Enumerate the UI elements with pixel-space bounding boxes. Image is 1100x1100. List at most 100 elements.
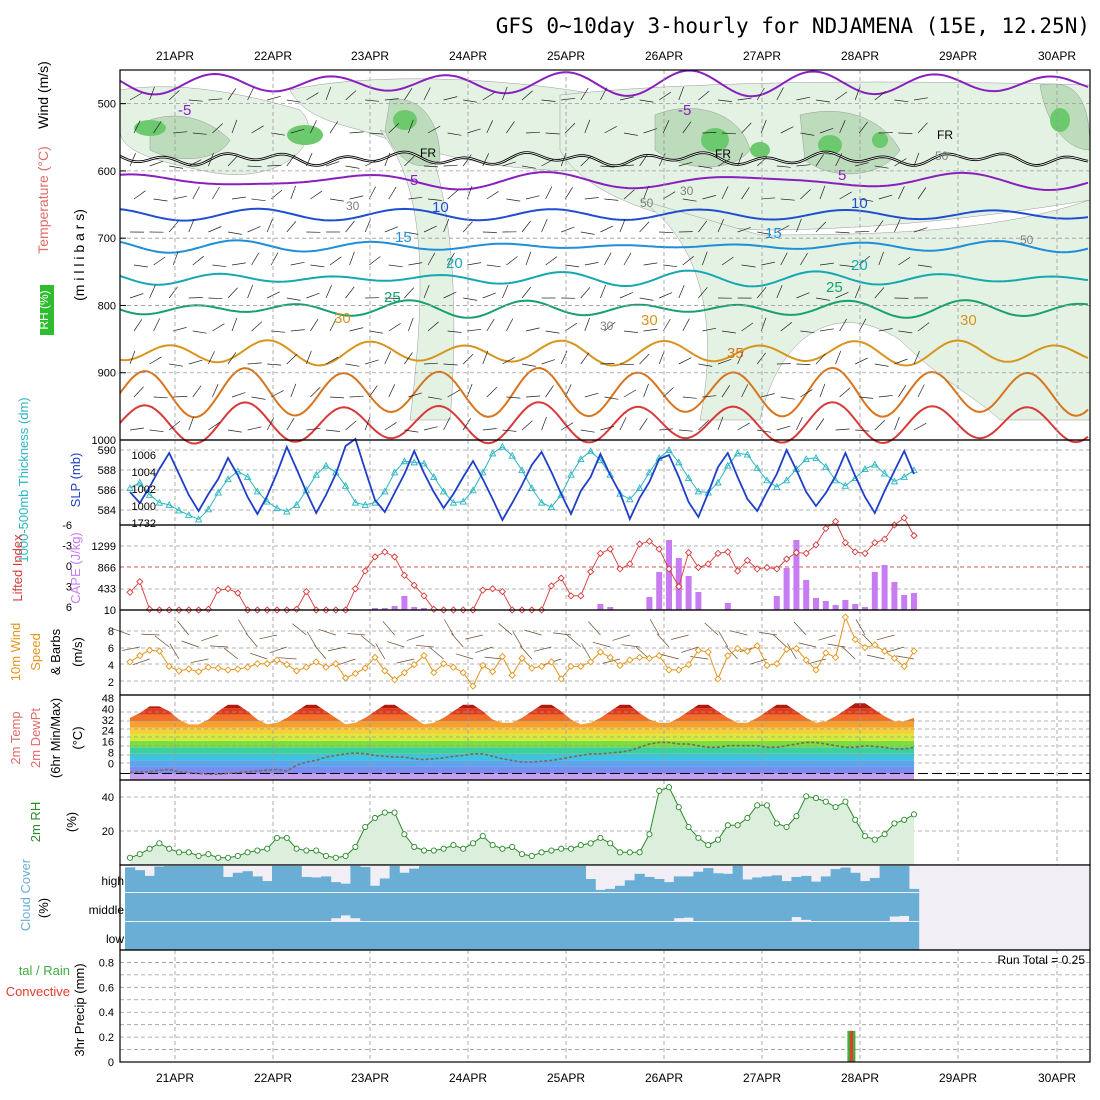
- wind-barb: [133, 386, 144, 398]
- wind-barb: [854, 284, 861, 299]
- wind-barb: [545, 330, 560, 334]
- wind-barb: [819, 185, 826, 200]
- cape-bar: [822, 601, 829, 610]
- wind-barb: [188, 416, 194, 431]
- wind-barb: [192, 385, 202, 398]
- wind-barb: [662, 387, 674, 398]
- wind-barb: [368, 385, 378, 398]
- pressure-tick: 500: [98, 99, 116, 111]
- wind-barb: [855, 357, 868, 365]
- contour-label: 5: [838, 167, 846, 184]
- thickness-tick: 586: [98, 485, 116, 497]
- wind-barb: [423, 225, 437, 233]
- wind-barb: [345, 165, 360, 169]
- cloud-cell: [154, 893, 165, 921]
- wind-barb: [780, 396, 795, 400]
- wind-barb: [286, 221, 297, 233]
- wind-barb: [560, 152, 567, 167]
- wind10-speed-marker-point: [714, 675, 722, 683]
- wind-barb: [776, 225, 790, 233]
- wind-barb: [643, 185, 649, 200]
- lifted-index-marker-point: [655, 545, 663, 553]
- thickness-marker-point: [900, 472, 908, 480]
- temp-band: [130, 703, 914, 709]
- cloud-cell: [409, 868, 420, 892]
- wind-barb: [623, 330, 638, 333]
- thickness-marker-point: [420, 459, 428, 467]
- cloud-cell: [262, 893, 273, 921]
- cloud-cell: [811, 893, 822, 921]
- wind-barb: [898, 385, 907, 398]
- lifted-index-marker-point: [635, 540, 644, 548]
- rh2m-marker-point: [695, 834, 702, 841]
- cloud-cell: [154, 866, 165, 892]
- wind-barb: [270, 252, 279, 266]
- lifted-index-marker-point: [302, 587, 311, 596]
- wind-barb: [286, 154, 296, 167]
- wind10-barb: [681, 646, 699, 653]
- wind-barb: [643, 383, 649, 398]
- wind-barb: [169, 165, 184, 169]
- contour-label: FR: [420, 146, 436, 160]
- wind10-barb: [827, 643, 846, 648]
- wind-barb: [604, 126, 617, 134]
- wind-barb: [506, 318, 514, 332]
- rh2m-marker-point: [136, 851, 143, 858]
- bottom-date-label: 21APR: [156, 1071, 194, 1085]
- wind-barb: [756, 87, 765, 101]
- lifted-index-marker-point: [675, 582, 683, 591]
- wind-barb: [247, 362, 262, 365]
- wind-barb: [678, 284, 685, 299]
- wind10-frame: [119, 609, 1091, 696]
- wind-barb: [388, 264, 403, 268]
- contour-label: -5: [678, 102, 691, 119]
- cloud-cell: [732, 866, 743, 892]
- lifted-index-marker-point: [900, 514, 908, 522]
- wind-barb: [541, 359, 556, 365]
- wind10-barb: [209, 645, 229, 648]
- wind-barb: [639, 99, 654, 103]
- cloud-cell: [174, 893, 185, 921]
- rh-region: [639, 199, 1091, 421]
- cloud-cell: [713, 922, 724, 950]
- wind-barb: [447, 189, 459, 200]
- cloud-cell: [556, 866, 567, 892]
- wind-barb: [267, 363, 282, 366]
- wind10-speed-marker-point: [390, 676, 399, 684]
- wind-barb: [129, 427, 144, 431]
- wind10-speed-marker-point: [292, 667, 301, 675]
- cloud-level-label: low: [106, 932, 124, 946]
- cloud-cell: [203, 866, 214, 892]
- wind-barb: [506, 396, 521, 399]
- wind-barb: [796, 417, 803, 431]
- wind-barb: [345, 90, 357, 101]
- wind-barb: [227, 352, 237, 365]
- thickness-marker-point: [204, 505, 213, 513]
- cloud-cell: [889, 893, 900, 917]
- cloud-cell: [174, 866, 185, 892]
- wind10-barb: [656, 633, 670, 648]
- cloud-cell: [252, 893, 263, 921]
- wind-barb: [541, 416, 547, 431]
- lifted-index-marker-point: [234, 589, 242, 597]
- cloud-cell: [154, 922, 165, 950]
- temp-band: [130, 766, 914, 774]
- wind-barb: [427, 252, 436, 266]
- cloud-cell: [566, 866, 577, 892]
- cloud-cell: [762, 893, 773, 921]
- cloud-cell: [840, 893, 851, 921]
- rh-region-moist: [818, 135, 842, 155]
- cape-bar: [842, 600, 849, 610]
- wind10-barb: [592, 641, 611, 648]
- cloud-cell: [370, 893, 381, 921]
- wind10-speed-marker-point: [459, 668, 467, 677]
- wind-barb: [364, 218, 371, 233]
- wind-barb: [349, 131, 364, 134]
- cloud-cell: [722, 873, 733, 892]
- wind10-barb: [567, 634, 582, 648]
- thickness-marker-point: [890, 477, 899, 485]
- wind-barb: [443, 417, 451, 431]
- precip-tick: 0.2: [99, 1032, 114, 1044]
- cloud-cell: [174, 922, 185, 950]
- cloud-cell: [497, 893, 508, 921]
